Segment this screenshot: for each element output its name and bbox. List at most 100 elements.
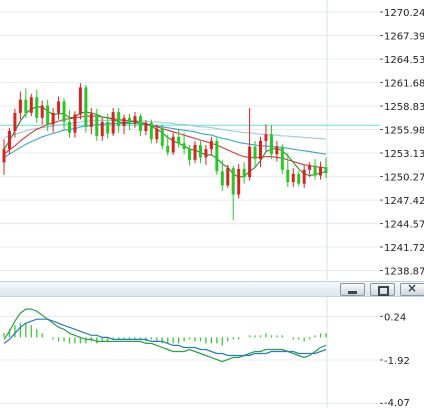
- candle-body: [122, 117, 126, 127]
- price-tick-label: 1238.87: [384, 267, 424, 278]
- candle: [78, 83, 82, 120]
- candle-body: [78, 87, 82, 115]
- price-tick-label: 1247.42: [384, 196, 424, 207]
- candle: [242, 162, 246, 184]
- candle-body: [280, 146, 284, 170]
- candle: [302, 165, 306, 188]
- price-tick-label: 1250.27: [384, 173, 424, 184]
- candle-body: [259, 140, 263, 160]
- price-tick-label: 1253.13: [384, 149, 424, 160]
- price-tick-label: 1244.57: [384, 220, 424, 231]
- candle: [24, 88, 28, 118]
- candle: [62, 98, 66, 130]
- candle-body: [226, 168, 230, 186]
- candle: [193, 140, 197, 164]
- candle-body: [7, 131, 11, 150]
- candle-body: [160, 128, 164, 146]
- candle-body: [95, 113, 99, 136]
- candle-body: [29, 97, 33, 113]
- candle-body: [182, 143, 186, 150]
- candle: [319, 161, 323, 180]
- minimize-icon: [348, 291, 357, 294]
- candle: [253, 140, 257, 169]
- candle: [291, 168, 295, 188]
- candle: [149, 119, 153, 144]
- candle: [133, 112, 137, 128]
- candle-body: [144, 122, 148, 132]
- price-gridlines: [0, 11, 380, 272]
- candle-body: [220, 171, 224, 186]
- candle: [117, 107, 121, 133]
- maximize-icon: [378, 286, 389, 296]
- candle-body: [166, 145, 170, 153]
- price-tick-label: 1270.24: [384, 8, 424, 19]
- candle: [89, 107, 93, 135]
- candle: [13, 108, 17, 138]
- candle: [204, 145, 208, 165]
- candle: [106, 113, 110, 139]
- candle-body: [264, 134, 268, 141]
- price-tick-label: 1267.39: [384, 32, 424, 43]
- price-tick-label: 1261.68: [384, 79, 424, 90]
- candle-body: [40, 105, 44, 118]
- macd-dea-line: [3, 318, 327, 357]
- candle-body: [2, 149, 6, 163]
- candle: [215, 137, 219, 175]
- candle: [237, 163, 241, 199]
- candle-body: [231, 168, 235, 195]
- candle: [259, 136, 263, 168]
- candle: [40, 100, 44, 125]
- candle-body: [193, 145, 197, 160]
- candle: [128, 113, 132, 131]
- price-tick-label: 1264.53: [384, 55, 424, 66]
- candle-body: [237, 168, 241, 195]
- candle: [182, 132, 186, 155]
- candle: [84, 84, 88, 133]
- macd-axis: 0.24 -1.92 -4.07: [380, 312, 410, 408]
- candle: [155, 124, 159, 144]
- candle: [198, 140, 202, 164]
- candle-body: [275, 146, 279, 155]
- candle: [275, 140, 279, 162]
- candle-body: [57, 101, 61, 113]
- macd-dif-line: [3, 308, 327, 363]
- candle-body: [324, 167, 328, 174]
- candle: [308, 162, 312, 178]
- price-tick-label: 1241.72: [384, 243, 424, 254]
- candle: [264, 124, 268, 151]
- candle: [18, 91, 22, 120]
- candle-body: [133, 116, 137, 124]
- candle: [100, 117, 104, 141]
- candle: [177, 129, 181, 148]
- candle: [280, 144, 284, 174]
- minimize-button[interactable]: [340, 283, 365, 296]
- candle: [138, 113, 142, 136]
- price-tick-label: 1255.98: [384, 126, 424, 137]
- price-chart[interactable]: 1270.24 1267.39 1264.53 1261.68 1258.83 1255.…: [0, 0, 424, 281]
- candle-body: [155, 128, 159, 140]
- candle-body: [177, 136, 181, 144]
- close-icon: ×: [407, 281, 418, 295]
- price-axis: 1270.24 1267.39 1264.53 1261.68 1258.83 1255.…: [380, 8, 424, 278]
- candle-body: [297, 173, 301, 184]
- candle: [67, 110, 71, 138]
- candle-body: [84, 87, 88, 127]
- macd-histogram: [3, 323, 327, 346]
- maximize-button[interactable]: [370, 283, 395, 296]
- candle: [166, 134, 170, 156]
- candle-body: [313, 165, 317, 176]
- price-tick-label: 1258.83: [384, 102, 424, 113]
- close-button[interactable]: ×: [400, 281, 424, 296]
- candle: [313, 159, 317, 180]
- candle-body: [188, 149, 192, 160]
- macd-lines: [3, 308, 327, 363]
- candle-body: [149, 122, 153, 140]
- candle: [7, 127, 11, 155]
- candle-body: [73, 114, 77, 133]
- macd-chart[interactable]: 0.24 -1.92 -4.07: [0, 297, 424, 408]
- candle-body: [242, 168, 246, 178]
- candle-body: [302, 169, 306, 184]
- candle-body: [100, 121, 104, 136]
- candle: [122, 114, 126, 135]
- candle-body: [209, 140, 213, 150]
